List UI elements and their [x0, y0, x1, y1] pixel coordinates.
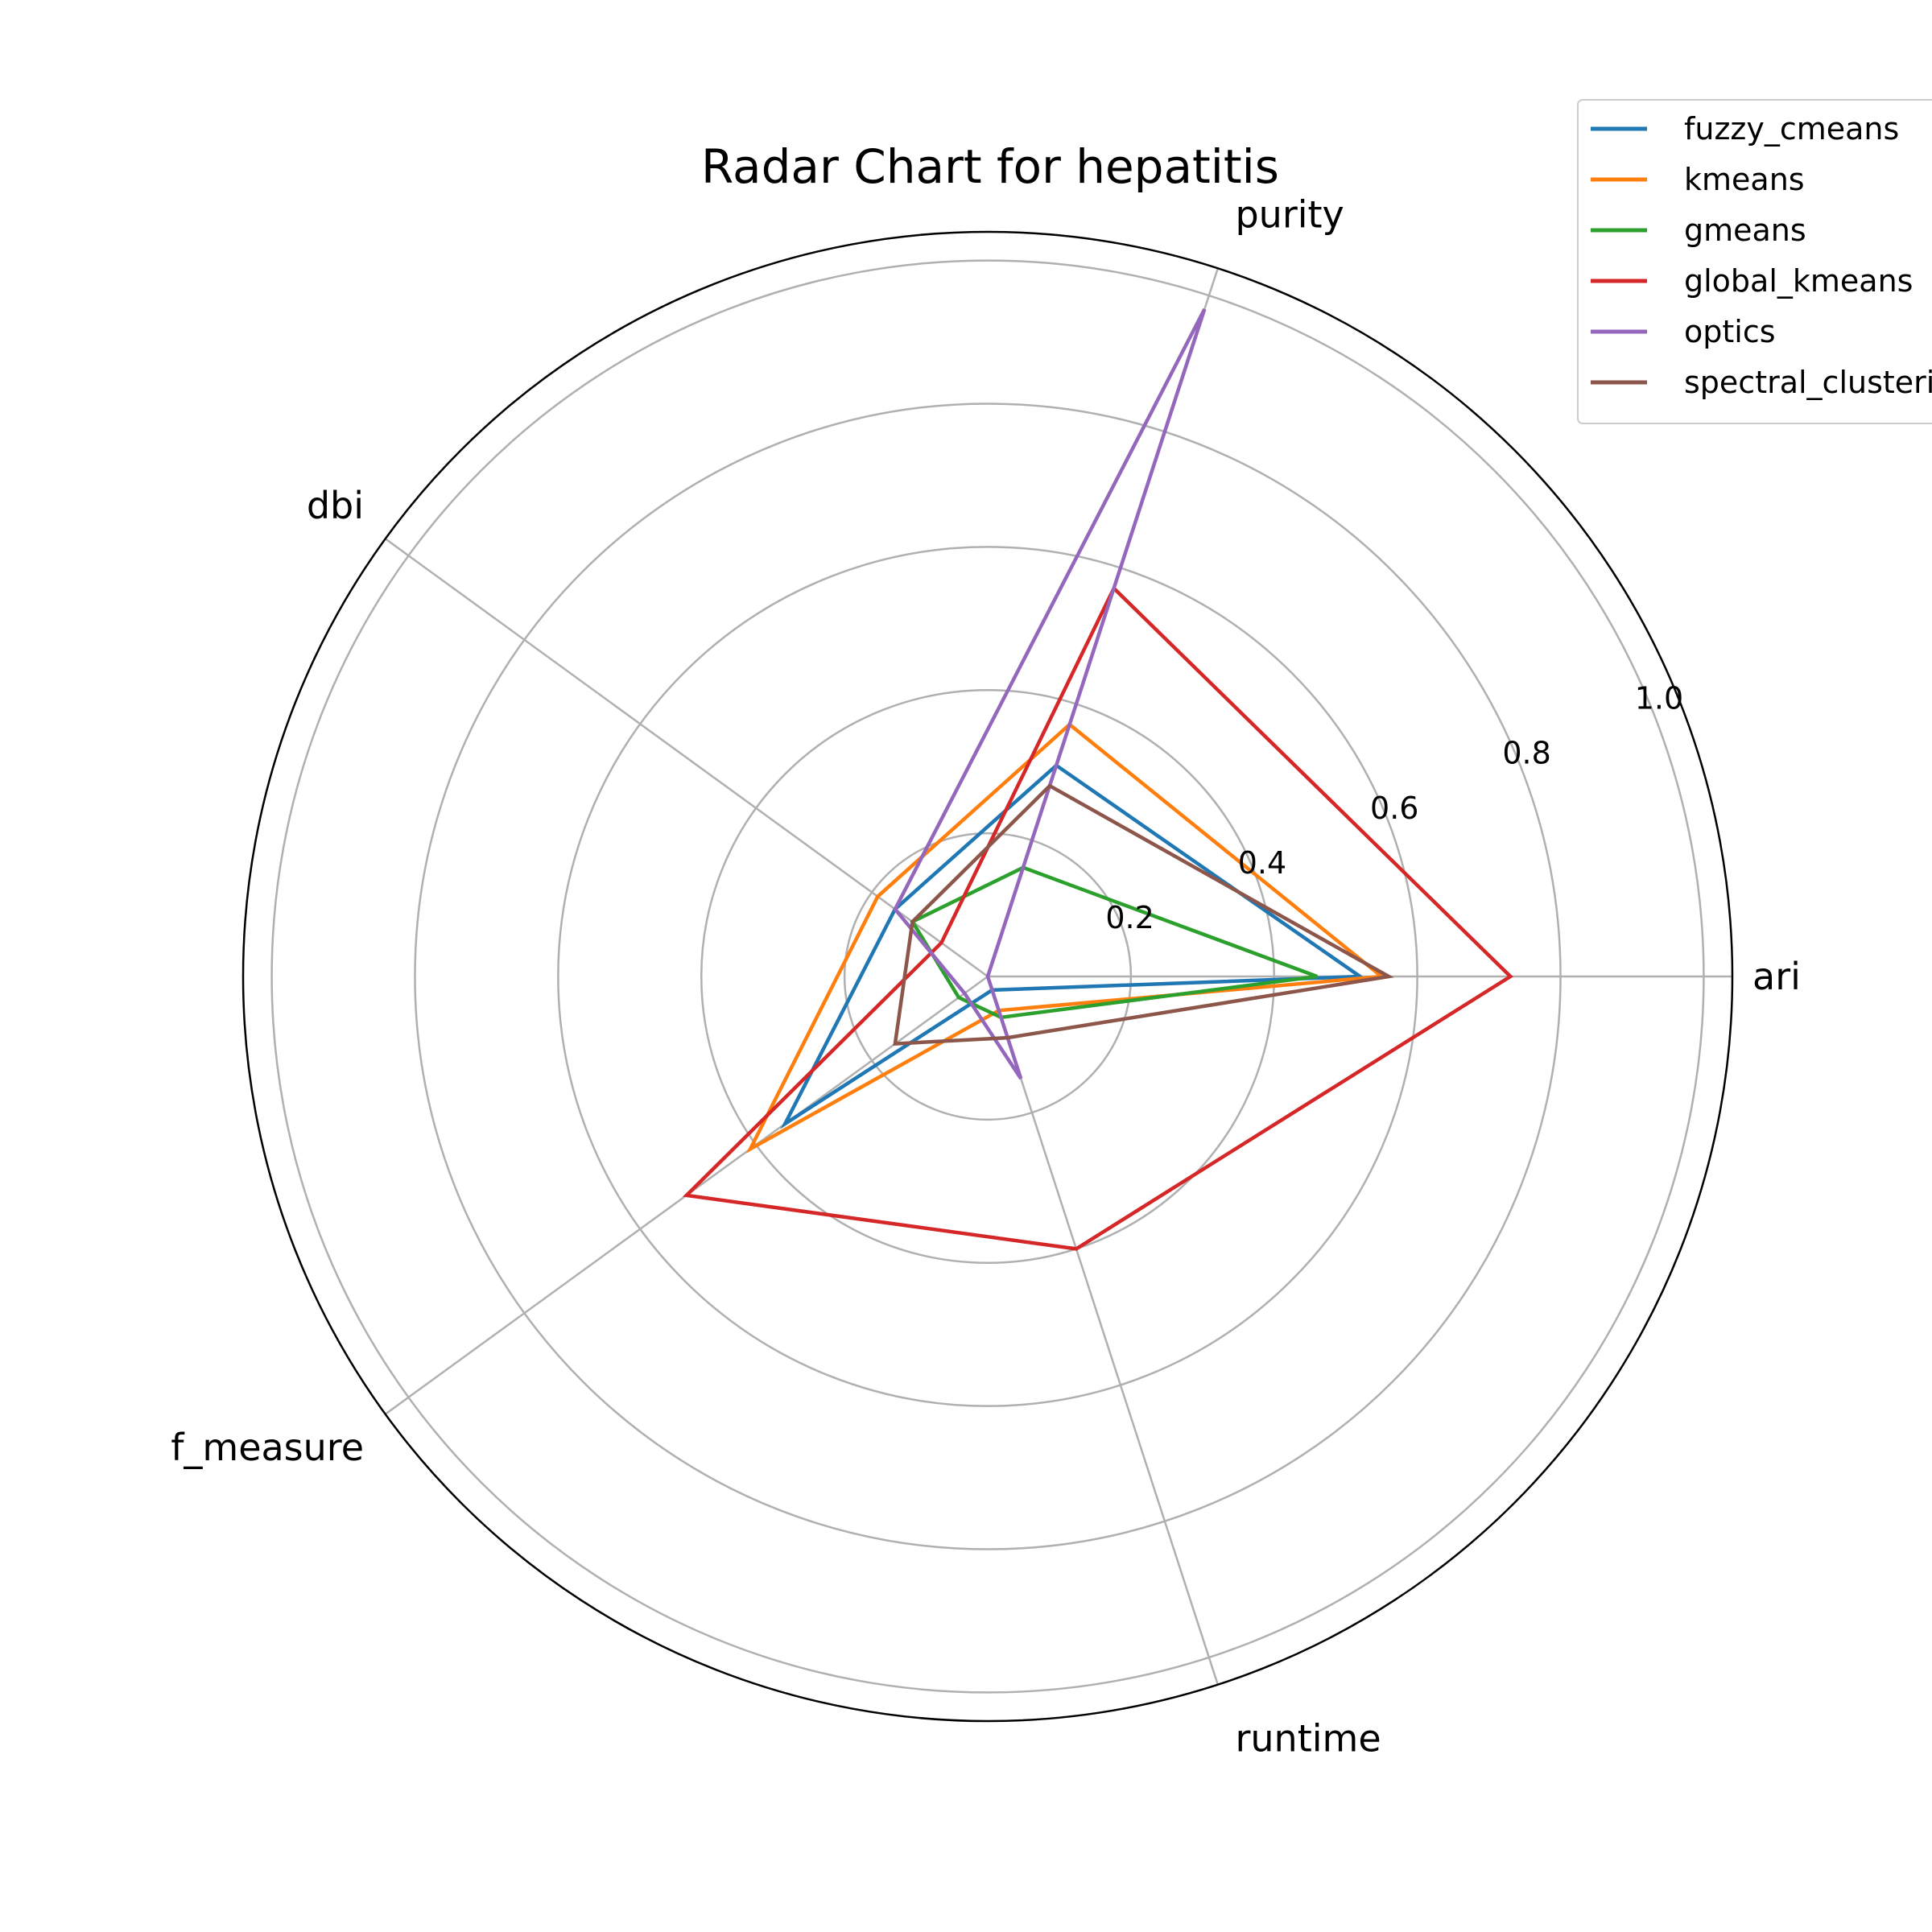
radial-tick-label: 1.0 — [1635, 681, 1683, 716]
axis-label-ari: ari — [1752, 955, 1801, 998]
radial-tick-label: 0.4 — [1238, 845, 1286, 881]
series-line-optics — [893, 308, 1207, 1080]
radial-tick-label: 0.2 — [1105, 900, 1154, 935]
legend-label-kmeans: kmeans — [1684, 162, 1805, 197]
series-line-global_kmeans — [682, 585, 1513, 1251]
legend-label-fuzzy_cmeans: fuzzy_cmeans — [1684, 111, 1899, 147]
series-layer — [682, 308, 1513, 1251]
legend-box — [1577, 99, 1932, 424]
polar-frame — [242, 230, 1734, 1723]
spoke-dbi — [384, 538, 989, 978]
series-line-fuzzy_cmeans — [780, 762, 1366, 1129]
legend-label-gmeans: gmeans — [1684, 213, 1806, 248]
legend-label-optics: optics — [1684, 314, 1776, 349]
chart-title: Radar Chart for hepatitis — [701, 139, 1279, 194]
legend-label-global_kmeans: global_kmeans — [1684, 263, 1913, 299]
radial-tick-label: 0.6 — [1370, 791, 1418, 826]
axis-label-dbi: dbi — [307, 484, 364, 527]
axis-label-purity: purity — [1235, 193, 1344, 237]
series-line-spectral_clustering — [893, 783, 1394, 1046]
radial-tick-label: 0.8 — [1502, 736, 1550, 771]
series-line-kmeans — [745, 722, 1386, 1154]
axis-label-f_measure: f_measure — [171, 1426, 364, 1469]
legend-label-spectral_clustering: spectral_clustering — [1684, 365, 1932, 400]
spoke-runtime — [986, 976, 1220, 1686]
axis-label-runtime: runtime — [1235, 1716, 1381, 1760]
series-line-gmeans — [910, 865, 1318, 1020]
